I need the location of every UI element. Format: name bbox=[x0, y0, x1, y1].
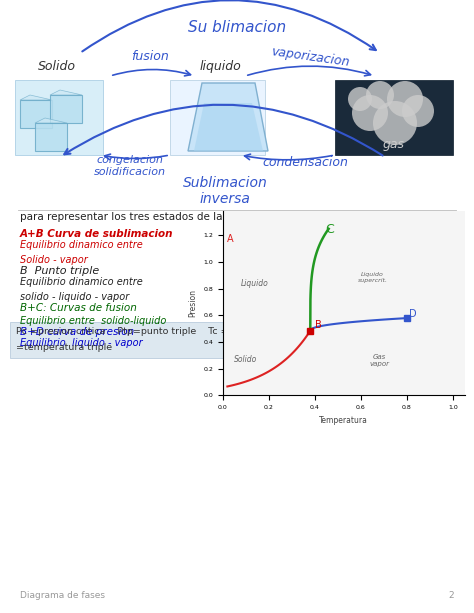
Text: B+C: Curvas de fusion: B+C: Curvas de fusion bbox=[20, 303, 137, 313]
Circle shape bbox=[366, 81, 394, 109]
Circle shape bbox=[352, 95, 388, 131]
Text: Liquido
supercrit.: Liquido supercrit. bbox=[357, 272, 387, 283]
Text: Presion Critica, temp. critica: Presion Critica, temp. critica bbox=[248, 305, 387, 315]
Text: Equilibrio  liquido - vapor: Equilibrio liquido - vapor bbox=[20, 338, 143, 348]
Text: vaporizacion: vaporizacion bbox=[270, 45, 350, 69]
Y-axis label: Presion: Presion bbox=[189, 289, 198, 318]
Text: liquido: liquido bbox=[199, 60, 241, 73]
Text: Su blimacion: Su blimacion bbox=[188, 20, 286, 36]
Text: =temperatura triple: =temperatura triple bbox=[16, 343, 112, 352]
Text: B: B bbox=[315, 320, 322, 330]
Text: B  Punto triple: B Punto triple bbox=[20, 266, 99, 276]
Text: A+B Curva de sublimacion: A+B Curva de sublimacion bbox=[20, 229, 173, 239]
Polygon shape bbox=[35, 123, 67, 151]
Circle shape bbox=[387, 81, 423, 117]
Polygon shape bbox=[35, 118, 67, 123]
Text: D  Punto Critico: D Punto Critico bbox=[248, 294, 346, 304]
Text: Pc =presion critica    Ptp=punto triple    Tc =temperatura critica    Tcp: Pc =presion critica Ptp=punto triple Tc … bbox=[16, 327, 348, 337]
FancyBboxPatch shape bbox=[335, 80, 453, 155]
Text: para representar los tres estados de la materia se ocupan los: para representar los tres estados de la … bbox=[20, 212, 345, 222]
Text: B+D curva de presion: B+D curva de presion bbox=[20, 327, 134, 337]
Circle shape bbox=[402, 95, 434, 127]
Text: C: C bbox=[326, 223, 334, 236]
Text: Solido: Solido bbox=[234, 355, 257, 364]
Polygon shape bbox=[20, 95, 52, 100]
Polygon shape bbox=[20, 100, 52, 128]
Text: congelacion
solidificacion: congelacion solidificacion bbox=[94, 155, 166, 177]
Polygon shape bbox=[50, 95, 82, 123]
Text: Equilibrio dinamico entre: Equilibrio dinamico entre bbox=[20, 277, 143, 287]
FancyBboxPatch shape bbox=[170, 80, 265, 155]
Text: Liquido: Liquido bbox=[241, 279, 269, 288]
Polygon shape bbox=[50, 90, 82, 95]
Text: Solido: Solido bbox=[38, 60, 76, 73]
Circle shape bbox=[373, 101, 417, 145]
Text: condensacion: condensacion bbox=[262, 156, 348, 170]
FancyBboxPatch shape bbox=[15, 80, 103, 155]
Circle shape bbox=[348, 87, 372, 111]
Text: solido - liquido - vapor: solido - liquido - vapor bbox=[20, 292, 129, 302]
Text: diagramas de fases:: diagramas de fases: bbox=[336, 212, 455, 222]
Text: fusion: fusion bbox=[131, 50, 169, 64]
Polygon shape bbox=[194, 103, 263, 151]
X-axis label: Temperatura: Temperatura bbox=[319, 416, 368, 425]
Text: D: D bbox=[409, 309, 417, 319]
Text: Equilibrio dinamico entre: Equilibrio dinamico entre bbox=[20, 240, 143, 250]
Text: Solido - vapor: Solido - vapor bbox=[20, 255, 88, 265]
Text: gas: gas bbox=[383, 138, 405, 151]
Text: Gas
vapor: Gas vapor bbox=[369, 354, 389, 367]
FancyBboxPatch shape bbox=[10, 322, 464, 358]
Text: Equilibrio entre  solido-liquido: Equilibrio entre solido-liquido bbox=[20, 316, 166, 326]
Text: Sublimacion
inversa: Sublimacion inversa bbox=[182, 176, 267, 206]
Text: 2: 2 bbox=[448, 590, 454, 600]
Text: Diagrama de fases: Diagrama de fases bbox=[20, 590, 105, 600]
Polygon shape bbox=[188, 83, 268, 151]
Text: A: A bbox=[228, 234, 234, 244]
